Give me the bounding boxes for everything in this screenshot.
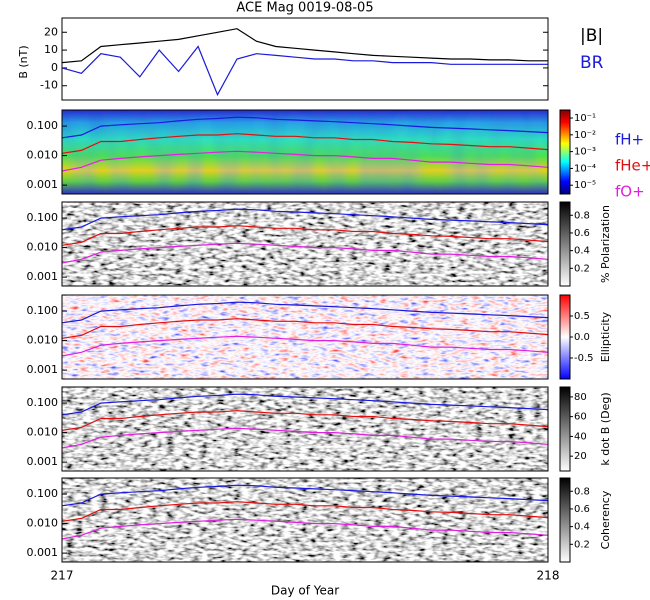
data-line bbox=[61, 45, 548, 97]
data-line bbox=[61, 208, 549, 231]
plot-frame bbox=[61, 386, 549, 472]
y-tick-label: 0.010 bbox=[27, 426, 59, 439]
spectrogram-image bbox=[62, 202, 548, 286]
colorbar-tick-label: 0.2 bbox=[574, 539, 590, 550]
colorbar-tick-label: 0.8 bbox=[574, 210, 590, 221]
y-tick-label: 20 bbox=[44, 25, 58, 38]
legend-entry: fHe+ bbox=[615, 157, 650, 175]
data-line bbox=[61, 242, 549, 264]
data-line bbox=[61, 427, 549, 449]
y-tick-label: 0.010 bbox=[27, 241, 59, 254]
data-line bbox=[61, 335, 549, 357]
colorbar-tick-label: 80 bbox=[574, 392, 587, 403]
y-tick-label: 0 bbox=[51, 61, 58, 74]
colorbar-label: Coherency bbox=[599, 490, 612, 549]
colorbar-tick-label: 10⁻² bbox=[574, 130, 596, 141]
colorbar bbox=[559, 477, 571, 563]
y-tick-label: 0.001 bbox=[27, 455, 59, 468]
colorbar-tick-label: 0.6 bbox=[574, 504, 590, 515]
spectrogram-image bbox=[62, 110, 548, 194]
colorbar-tick-label: 40 bbox=[574, 431, 587, 442]
plot-frame bbox=[61, 294, 549, 380]
colorbar bbox=[559, 294, 571, 380]
y-axis-label: B (nT) bbox=[17, 45, 30, 78]
colorbar-tick-label: 0.5 bbox=[574, 311, 590, 322]
colorbar-tick-label: 20 bbox=[574, 451, 587, 462]
y-tick-label: 0.100 bbox=[27, 304, 59, 317]
spectrogram-image bbox=[62, 387, 548, 471]
colorbar bbox=[559, 109, 571, 195]
y-tick-label: 0.010 bbox=[27, 517, 59, 530]
data-line bbox=[61, 318, 549, 339]
colorbar-tick-label: 0.2 bbox=[574, 263, 590, 274]
data-line bbox=[61, 484, 549, 507]
data-line bbox=[61, 518, 549, 540]
y-tick-label: 0.100 bbox=[27, 396, 59, 409]
spectrogram-image bbox=[62, 295, 548, 379]
data-line bbox=[61, 410, 549, 431]
y-tick-label: 0.001 bbox=[27, 178, 59, 191]
colorbar-label: % Polarization bbox=[599, 205, 612, 283]
colorbar-tick-label: 10⁻¹ bbox=[574, 113, 596, 124]
legend-entry: BR bbox=[580, 53, 604, 73]
colorbar-tick-label: 0.6 bbox=[574, 228, 590, 239]
plot-frame bbox=[61, 17, 549, 101]
spectrogram-image bbox=[62, 478, 548, 562]
plot-frame bbox=[61, 109, 549, 195]
colorbar bbox=[559, 386, 571, 472]
colorbar-tick-label: 10⁻⁵ bbox=[574, 180, 596, 191]
x-tick-label: 217 bbox=[51, 569, 74, 583]
y-tick-label: 0.001 bbox=[27, 270, 59, 283]
colorbar-tick-label: 0.4 bbox=[574, 246, 590, 257]
y-tick-label: 0.001 bbox=[27, 546, 59, 559]
legend-entry: fH+ bbox=[615, 131, 644, 149]
y-tick-label: 0.010 bbox=[27, 149, 59, 162]
plot-frame bbox=[61, 477, 549, 563]
colorbar-tick-label: 10⁻⁴ bbox=[574, 163, 596, 174]
colorbar-tick-label: 10⁻³ bbox=[574, 147, 596, 158]
colorbar-label: k dot B (Deg) bbox=[599, 392, 612, 465]
legend-entry: |B| bbox=[580, 26, 603, 46]
colorbar-tick-label: -0.5 bbox=[574, 353, 594, 364]
y-tick-label: 0.100 bbox=[27, 487, 59, 500]
y-tick-label: 0.100 bbox=[27, 211, 59, 224]
data-line bbox=[61, 116, 549, 139]
y-tick-label: 0.100 bbox=[27, 119, 59, 132]
colorbar-tick-label: 0.0 bbox=[574, 332, 590, 343]
y-tick-label: 0.001 bbox=[27, 363, 59, 376]
colorbar-tick-label: 60 bbox=[574, 412, 587, 423]
x-axis-label: Day of Year bbox=[271, 584, 339, 598]
chart-title: ACE Mag 0019-08-05 bbox=[236, 1, 373, 16]
legend-entry: fO+ bbox=[615, 183, 645, 201]
y-tick-label: -10 bbox=[40, 79, 58, 92]
data-line bbox=[61, 133, 549, 154]
data-line bbox=[61, 28, 548, 64]
colorbar-tick-label: 0.4 bbox=[574, 522, 590, 533]
y-tick-label: 10 bbox=[44, 43, 58, 56]
colorbar bbox=[559, 201, 571, 287]
data-line bbox=[61, 501, 549, 522]
data-line bbox=[61, 150, 549, 172]
y-tick-label: 0.010 bbox=[27, 334, 59, 347]
data-line bbox=[61, 225, 549, 246]
data-line bbox=[61, 393, 549, 416]
x-tick-label: 218 bbox=[537, 569, 560, 583]
colorbar-label: Ellipticity bbox=[599, 311, 612, 362]
data-line bbox=[61, 301, 549, 324]
colorbar-tick-label: 0.8 bbox=[574, 486, 590, 497]
plot-frame bbox=[61, 201, 549, 287]
